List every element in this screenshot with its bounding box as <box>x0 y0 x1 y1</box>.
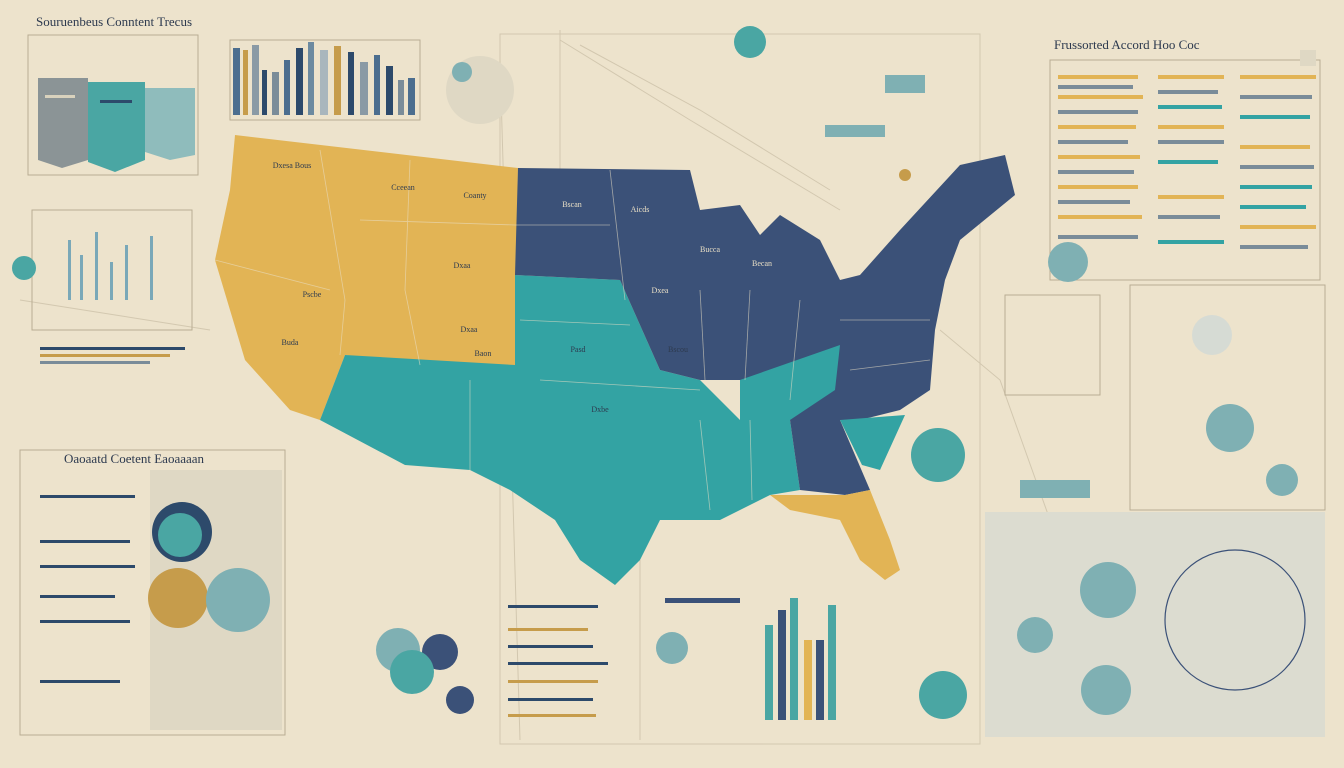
right-panel-title: Frussorted Accord Hoo Coc <box>1054 37 1200 52</box>
map-icons <box>446 26 925 181</box>
top-bar-chart <box>229 39 421 121</box>
map-label: Dxbe <box>591 405 609 414</box>
map-label: Bscan <box>562 200 582 209</box>
us-map <box>214 135 1015 585</box>
left-bottom-panel <box>19 449 286 736</box>
right-table <box>1049 50 1321 281</box>
left-panel-title: Oaoaatd Coetent Eaoaaaan <box>64 451 205 466</box>
map-label: Becan <box>752 259 772 268</box>
map-label: Aicds <box>631 205 650 214</box>
left-top-panel <box>27 34 199 176</box>
map-label: Dxesa Bous <box>273 161 311 170</box>
map-label: Dxaa <box>461 325 478 334</box>
bottom-center-charts <box>376 598 836 720</box>
map-label: Cceean <box>391 183 415 192</box>
right-panels <box>911 242 1326 737</box>
map-label: Buda <box>282 338 299 347</box>
map-label: Bscou <box>668 345 688 354</box>
map-label: Coanty <box>463 191 486 200</box>
map-label: Pscbe <box>303 290 322 299</box>
left-line-chart <box>12 209 193 364</box>
map-label: Baon <box>475 349 492 358</box>
map-label: Pasd <box>570 345 585 354</box>
map-label: Dxea <box>652 286 669 295</box>
map-labels: Dxesa Bous Coanty Buda Pscbe Dxaa Cceean Dxaa B… <box>273 161 772 414</box>
map-label: Dxaa <box>454 261 471 270</box>
map-label: Bucca <box>700 245 720 254</box>
header-title: Souruenbeus Conntent Trecus <box>36 14 192 29</box>
